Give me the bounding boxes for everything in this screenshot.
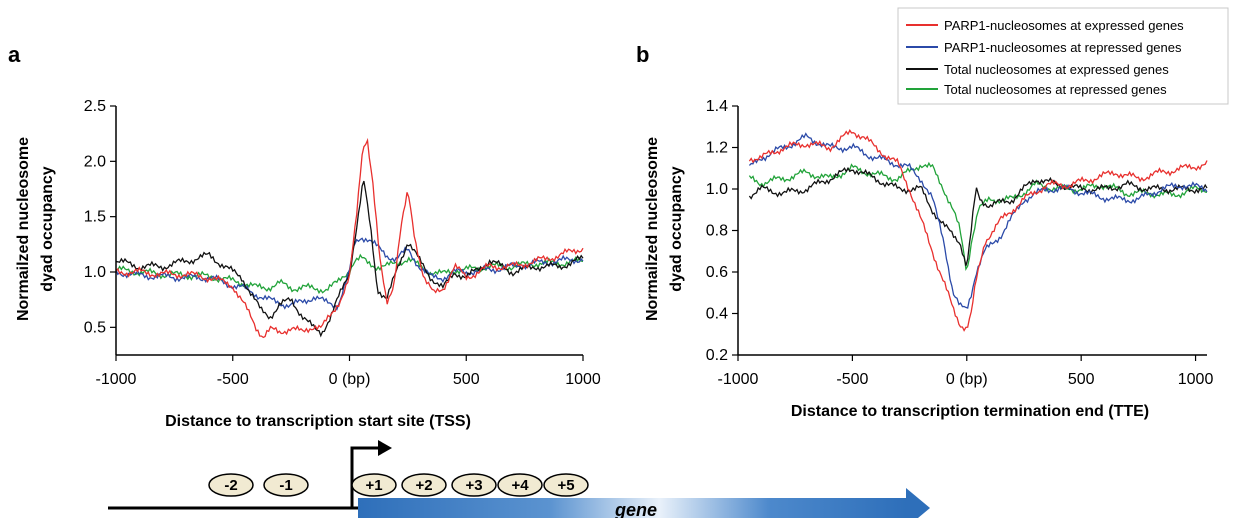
y-tick-label: 1.5 (84, 209, 106, 226)
y-tick-label: 0.6 (706, 264, 728, 281)
nucleosome-label: +5 (557, 477, 574, 494)
series-line-total-nucleosomes-at-expressed-genes (115, 180, 584, 338)
y-tick-label: 2.5 (84, 98, 106, 115)
nucleosome-plus-5: +5 (543, 473, 589, 497)
nucleosome-plus-1: +1 (351, 473, 397, 497)
panel-b: b 0.2 0.4 0.6 0.8 1.0 1.2 1.4 -1000 -500 0 (bp) 5… (636, 42, 1213, 420)
x-tick-label: 1000 (1178, 371, 1214, 388)
panel-b-y-label-line-1: Normailzed nucleosome (644, 137, 661, 321)
y-tick-label: 0.5 (84, 319, 106, 336)
tss-arrow-head (378, 440, 392, 456)
y-tick-label: 1.4 (706, 98, 728, 115)
nucleosome-minus-1: -1 (263, 473, 309, 497)
legend-label-total-expressed: Total nucleosomes at expressed genes (944, 62, 1169, 77)
legend-box (897, 7, 1229, 105)
panel-b-x-ticks: -1000 -500 0 (bp) 500 1000 (718, 355, 1214, 388)
panel-a: a 0.5 1.0 1.5 2.0 2.5 -1000 -500 0 (bp) 500 1000… (8, 42, 601, 430)
panel-a-y-ticks: 0.5 1.0 1.5 2.0 2.5 (84, 98, 116, 336)
gene-label: gene (614, 500, 657, 518)
panel-a-x-ticks: -1000 -500 0 (bp) 500 1000 (96, 355, 601, 388)
series-line-parp1-nucleosomes-at-expressed-genes (115, 137, 584, 339)
y-tick-label: 1.0 (706, 181, 728, 198)
panel-b-x-label: Distance to transcription termination en… (791, 403, 1149, 420)
y-tick-label: 1.0 (84, 264, 106, 281)
nucleosome-label: -1 (279, 477, 292, 494)
y-tick-label: 2.0 (84, 153, 106, 170)
nucleosome-plus-4: +4 (497, 473, 543, 497)
gene-body (358, 498, 906, 518)
panel-b-label: b (636, 42, 649, 67)
panel-a-x-label: Distance to transcription start site (TS… (165, 413, 471, 430)
panel-b-y-ticks: 0.2 0.4 0.6 0.8 1.0 1.2 1.4 (706, 98, 738, 364)
nucleosome-minus-2: -2 (208, 473, 254, 497)
x-tick-label: -1000 (718, 371, 759, 388)
panel-a-y-label-line-2: dyad occupancy (39, 166, 56, 291)
panel-a-y-label-line-1: Normailzed nucleosome (15, 137, 32, 321)
gene-diagram: gene -2 -1 +1 +2 +3 +4 +5 (108, 440, 930, 518)
nucleosome-label: +3 (465, 477, 482, 494)
x-tick-label: -500 (217, 371, 249, 388)
series-line-parp1-nucleosomes-at-repressed-genes (748, 132, 1208, 309)
x-tick-label: 0 (bp) (946, 371, 988, 388)
x-tick-label: 0 (bp) (329, 371, 371, 388)
gene-arrow-head (906, 488, 930, 518)
y-tick-label: 0.2 (706, 347, 728, 364)
y-tick-label: 1.2 (706, 140, 728, 157)
nucleosome-label: -2 (224, 477, 237, 494)
panel-a-label: a (8, 42, 21, 67)
legend: PARP1-nucleosomes at expressed genes PAR… (897, 7, 1229, 105)
nucleosome-plus-2: +2 (401, 473, 447, 497)
nucleosome-label: +1 (365, 477, 382, 494)
nucleosome-plus-3: +3 (451, 473, 497, 497)
y-tick-label: 0.4 (706, 306, 728, 323)
legend-label-parp1-repressed: PARP1-nucleosomes at repressed genes (944, 40, 1182, 55)
x-tick-label: -500 (836, 371, 868, 388)
panel-a-plot (115, 106, 584, 356)
nucleosome-label: +2 (415, 477, 432, 494)
y-tick-label: 0.8 (706, 223, 728, 240)
series-line-parp1-nucleosomes-at-expressed-genes (748, 128, 1208, 332)
panel-b-plot (737, 106, 1208, 356)
x-tick-label: 500 (453, 371, 480, 388)
series-line-total-nucleosomes-at-expressed-genes (748, 166, 1208, 266)
x-tick-label: -1000 (96, 371, 137, 388)
x-tick-label: 500 (1068, 371, 1095, 388)
legend-label-total-repressed: Total nucleosomes at repressed genes (944, 82, 1167, 97)
x-tick-label: 1000 (565, 371, 601, 388)
series-line-total-nucleosomes-at-repressed-genes (748, 161, 1208, 271)
legend-label-parp1-expressed: PARP1-nucleosomes at expressed genes (944, 18, 1184, 33)
nucleosome-label: +4 (511, 477, 529, 494)
panel-b-y-label-line-2: dyad occupancy (668, 166, 685, 291)
